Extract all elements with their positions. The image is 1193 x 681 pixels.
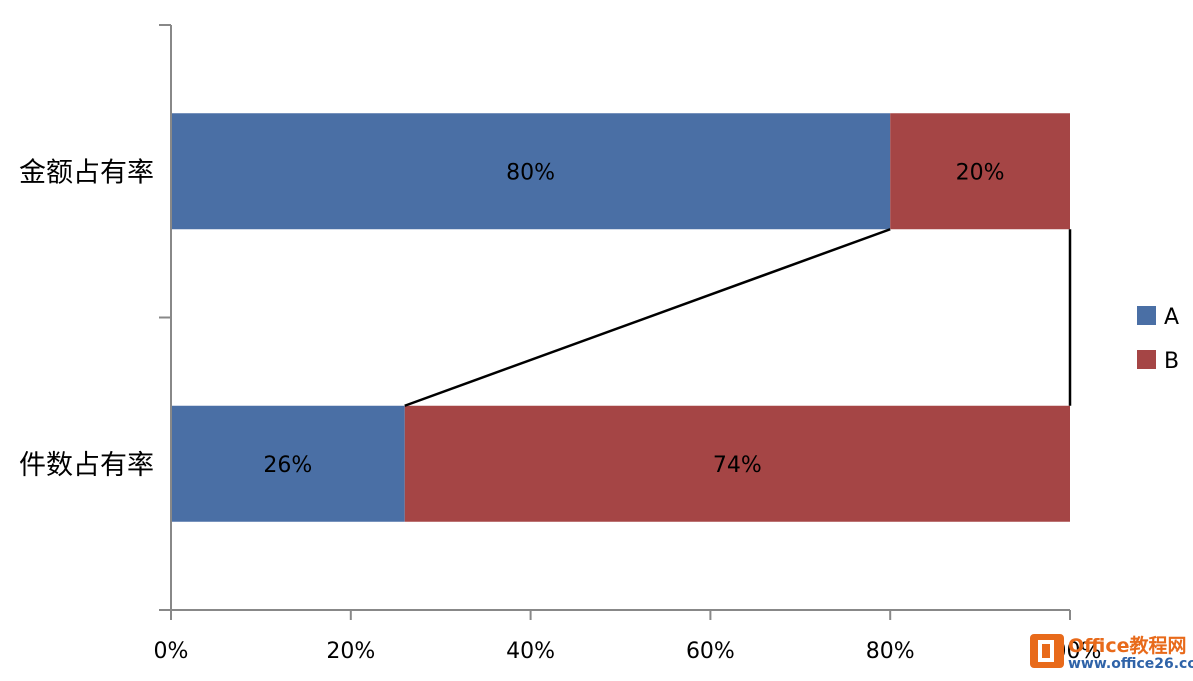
office-logo-mark xyxy=(1038,640,1054,662)
watermark-url: www.office26.com xyxy=(1068,656,1193,672)
data-label-b-1: 20% xyxy=(956,160,1005,185)
bars-group xyxy=(171,113,1070,522)
tick-labels-group: 0% 20% 40% 60% 80% 100% xyxy=(154,639,1102,664)
bar-b-1 xyxy=(890,113,1070,230)
category-label-2: 件数占有率 xyxy=(19,450,154,481)
data-label-a-1: 80% xyxy=(506,160,555,185)
category-label-1: 金额占有率 xyxy=(19,157,154,188)
legend-swatch-a xyxy=(1137,306,1156,325)
series-lines-group xyxy=(404,228,1072,407)
data-labels-group: 80% 20% 26% 74% xyxy=(263,160,1004,478)
watermark-brand: Office教程网 xyxy=(1068,634,1187,657)
data-label-b-2: 74% xyxy=(713,453,762,478)
legend: AB xyxy=(1137,305,1179,374)
x-tick-label-3: 60% xyxy=(686,639,735,664)
legend-label-a: A xyxy=(1164,305,1179,330)
x-tick-label-2: 40% xyxy=(506,639,555,664)
x-tick-label-4: 80% xyxy=(866,639,915,664)
x-tick-label-0: 0% xyxy=(154,639,189,664)
x-tick-label-1: 20% xyxy=(326,639,375,664)
bar-a-1 xyxy=(171,113,891,230)
bar-a-2 xyxy=(171,405,405,522)
data-label-a-2: 26% xyxy=(263,453,312,478)
legend-swatch-b xyxy=(1137,350,1156,369)
legend-label-b: B xyxy=(1164,349,1179,374)
watermark: Office教程网 www.office26.com xyxy=(1030,634,1193,672)
series-line-a xyxy=(404,228,891,407)
axes-group xyxy=(159,24,1071,620)
office-logo-icon xyxy=(1030,634,1064,668)
bar-b-2 xyxy=(404,405,1070,522)
